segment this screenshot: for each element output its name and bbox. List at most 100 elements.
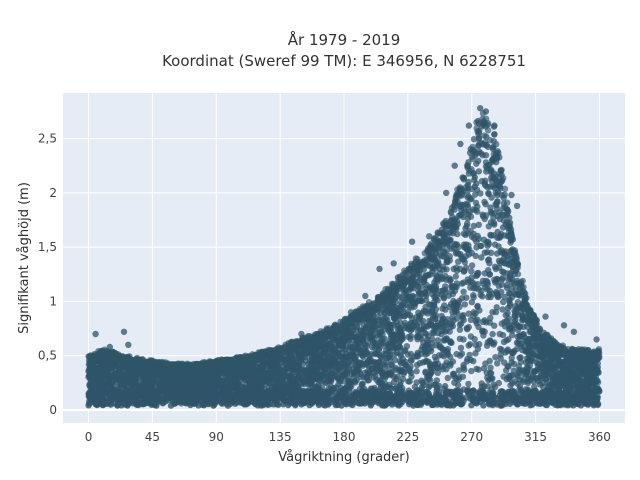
data-point [386, 308, 393, 316]
data-point [451, 299, 458, 306]
data-point [487, 314, 494, 322]
data-point [341, 371, 348, 378]
data-point [499, 224, 507, 231]
data-point [453, 350, 460, 358]
data-point [404, 296, 411, 304]
data-point [374, 365, 381, 372]
data-point [486, 375, 494, 383]
data-point [378, 369, 386, 376]
data-point [508, 294, 516, 301]
data-point [318, 361, 325, 368]
data-point [452, 273, 459, 280]
data-point [508, 349, 515, 356]
data-point [486, 287, 493, 294]
data-point [347, 342, 354, 349]
data-point [352, 379, 359, 386]
data-point [402, 358, 409, 366]
data-point [520, 331, 527, 338]
data-point [460, 361, 467, 369]
data-point [468, 262, 476, 269]
data-point [458, 350, 466, 357]
data-point [440, 337, 447, 344]
data-point [489, 309, 496, 316]
data-point [501, 191, 508, 198]
data-point [484, 249, 491, 256]
data-point [488, 166, 495, 174]
data-point [466, 351, 473, 359]
data-point [468, 299, 476, 306]
data-point [472, 341, 479, 348]
data-point [407, 335, 414, 343]
data-point [488, 194, 495, 201]
data-point [450, 265, 457, 273]
data-point [422, 368, 429, 375]
data-point [461, 259, 468, 266]
data-point [490, 232, 497, 239]
data-point [511, 378, 519, 385]
data-point [479, 293, 486, 300]
data-point [482, 159, 490, 166]
data-points [85, 105, 603, 409]
data-point [487, 204, 494, 211]
data-point [471, 183, 478, 190]
data-point [292, 379, 299, 386]
data-point [474, 208, 481, 215]
data-point [475, 366, 482, 373]
data-point [454, 309, 461, 316]
data-point [461, 243, 469, 250]
data-point [485, 189, 492, 197]
data-point [378, 321, 386, 328]
data-point [338, 339, 345, 346]
data-point [474, 316, 481, 323]
data-point [485, 293, 492, 301]
data-point [440, 295, 448, 302]
data-point [415, 287, 422, 294]
data-point [452, 250, 460, 257]
data-point [351, 368, 358, 375]
data-point [534, 362, 542, 369]
data-point [495, 264, 503, 271]
data-point [321, 344, 328, 351]
data-point [414, 328, 422, 335]
data-point [396, 327, 403, 334]
data-point [419, 343, 426, 350]
data-point [260, 363, 268, 371]
data-point [483, 342, 491, 349]
data-point [465, 211, 472, 218]
data-point [482, 360, 489, 367]
data-point [465, 310, 472, 317]
data-point [480, 332, 487, 339]
data-point [471, 174, 478, 181]
data-point [455, 258, 462, 265]
data-point [498, 281, 505, 288]
data-point [481, 198, 488, 206]
data-point [378, 328, 385, 335]
data-point [497, 232, 504, 240]
data-point [97, 361, 105, 368]
data-point [491, 221, 498, 228]
data-point [475, 269, 482, 277]
data-point [499, 211, 506, 218]
data-point [387, 361, 395, 368]
data-point [381, 361, 388, 368]
data-point [405, 378, 412, 385]
data-point [482, 152, 490, 159]
data-point [229, 374, 237, 381]
data-point [332, 367, 340, 374]
data-point [524, 379, 532, 387]
data-point [500, 298, 507, 306]
data-point [505, 315, 513, 322]
data-point [453, 315, 461, 322]
data-point [527, 328, 534, 335]
data-point [423, 373, 431, 381]
data-point [465, 380, 472, 388]
data-point [457, 344, 465, 352]
data-point [468, 249, 475, 257]
data-point [475, 168, 483, 175]
data-point [364, 377, 371, 384]
data-point [549, 360, 556, 367]
data-point [439, 316, 446, 323]
data-point [391, 351, 398, 358]
data-point [392, 375, 400, 383]
data-point [356, 370, 364, 377]
